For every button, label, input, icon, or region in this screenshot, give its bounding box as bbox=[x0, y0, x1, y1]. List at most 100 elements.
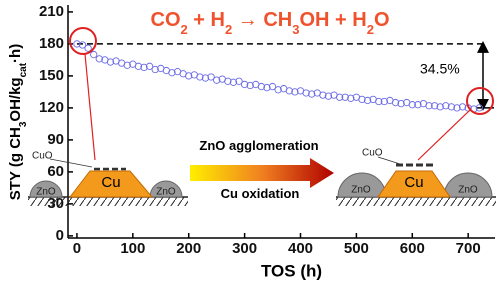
point bbox=[458, 103, 467, 111]
y-tick-label: 120 bbox=[39, 99, 64, 116]
point bbox=[84, 44, 92, 52]
x-tick-label: 0 bbox=[73, 240, 81, 257]
y-label: STY (g CH3OH/kgcat·h) bbox=[7, 44, 29, 200]
label: CuO bbox=[32, 151, 53, 162]
point bbox=[168, 69, 176, 77]
point bbox=[391, 98, 400, 107]
point bbox=[134, 62, 143, 70]
point bbox=[145, 62, 154, 70]
label: Cu bbox=[404, 174, 423, 191]
text-part: OH + H bbox=[299, 9, 366, 31]
subscript: 3 bbox=[292, 22, 299, 37]
point bbox=[375, 97, 383, 106]
point bbox=[408, 101, 416, 109]
point bbox=[324, 92, 333, 100]
text-part: ·h) bbox=[7, 44, 24, 63]
point bbox=[263, 83, 271, 92]
catalyst-fresh bbox=[28, 158, 188, 206]
point bbox=[453, 104, 461, 112]
subscript: 2 bbox=[181, 22, 188, 37]
text-part: STY (g CH bbox=[7, 127, 24, 200]
drop-label: 34.5% bbox=[420, 61, 460, 77]
point bbox=[90, 50, 98, 59]
point bbox=[347, 94, 355, 102]
point bbox=[302, 89, 310, 97]
catalyst-aged bbox=[336, 156, 496, 206]
label: ZnO bbox=[36, 187, 56, 198]
point bbox=[257, 82, 266, 91]
x-axis-title: TOS (h) bbox=[261, 261, 322, 280]
label: Cu oxidation bbox=[221, 186, 300, 201]
y-tick-label: 210 bbox=[39, 3, 64, 20]
connector bbox=[417, 109, 471, 161]
point bbox=[414, 101, 422, 109]
point bbox=[224, 77, 232, 85]
text-part: CO bbox=[151, 9, 181, 31]
point bbox=[430, 102, 439, 110]
highlight-circle bbox=[69, 27, 97, 55]
text-part: + H bbox=[188, 9, 225, 31]
y-tick-label: 180 bbox=[39, 35, 64, 52]
point bbox=[207, 73, 215, 81]
point bbox=[475, 104, 484, 112]
point bbox=[358, 95, 366, 104]
point bbox=[229, 78, 238, 86]
connector bbox=[84, 53, 96, 161]
point bbox=[235, 77, 243, 85]
point bbox=[274, 86, 282, 94]
point bbox=[436, 103, 444, 111]
point bbox=[185, 72, 193, 80]
subscript: 2 bbox=[225, 22, 232, 37]
label: Cu bbox=[101, 174, 120, 191]
point bbox=[151, 65, 159, 74]
point bbox=[291, 88, 299, 96]
title: CO2 + H2 → CH3OH + H2O bbox=[151, 9, 390, 37]
point bbox=[78, 41, 87, 49]
process-arrow bbox=[190, 158, 334, 188]
point bbox=[240, 80, 249, 89]
point bbox=[285, 87, 293, 95]
point bbox=[308, 90, 316, 98]
x-tick-label: 500 bbox=[344, 240, 369, 257]
point bbox=[319, 91, 327, 99]
y-tick-label: 0 bbox=[56, 227, 64, 244]
label: ZnO agglomeration bbox=[199, 138, 318, 153]
x-tick-label: 300 bbox=[232, 240, 257, 257]
point bbox=[140, 63, 148, 72]
subscript: cat bbox=[18, 62, 29, 77]
x-tick-label: 700 bbox=[456, 240, 481, 257]
text-part: OH/kg bbox=[7, 77, 24, 121]
point bbox=[380, 97, 388, 106]
text-part: → CH bbox=[232, 9, 292, 31]
point bbox=[196, 73, 204, 81]
point bbox=[106, 58, 115, 66]
label: ZnO bbox=[156, 187, 176, 198]
point bbox=[442, 102, 450, 110]
subscript: 3 bbox=[18, 121, 29, 127]
x-tick-label: 100 bbox=[120, 240, 145, 257]
point bbox=[268, 82, 277, 91]
x-tick-label: 400 bbox=[288, 240, 313, 257]
point bbox=[447, 103, 456, 111]
y-tick-label: 90 bbox=[47, 131, 64, 148]
point bbox=[335, 93, 344, 101]
point bbox=[397, 99, 405, 108]
point bbox=[213, 76, 221, 84]
point bbox=[363, 96, 372, 105]
x-tick-label: 200 bbox=[176, 240, 201, 257]
point bbox=[73, 40, 81, 48]
x-tick-label: 600 bbox=[400, 240, 425, 257]
point bbox=[201, 74, 210, 82]
label: ZnO bbox=[458, 185, 478, 196]
point bbox=[425, 102, 433, 110]
point bbox=[341, 93, 349, 101]
y-tick-label: 150 bbox=[39, 67, 64, 84]
point bbox=[95, 55, 103, 63]
text-part: O bbox=[374, 9, 390, 31]
point bbox=[123, 61, 131, 69]
point bbox=[246, 81, 254, 90]
highlight-circle bbox=[466, 87, 494, 115]
subscript: 2 bbox=[367, 22, 374, 37]
label: ZnO bbox=[351, 185, 371, 196]
